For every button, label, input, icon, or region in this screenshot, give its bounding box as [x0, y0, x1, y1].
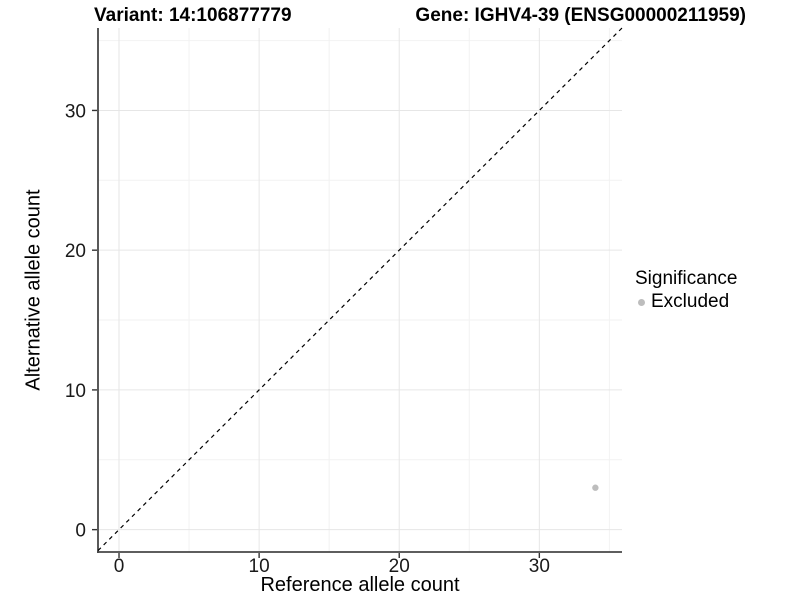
y-axis-title: Alternative allele count	[22, 189, 45, 391]
y-tick-label: 10	[65, 381, 86, 402]
y-tick-label: 20	[65, 241, 86, 262]
legend-item-label: Excluded	[651, 291, 730, 312]
x-tick-label: 10	[249, 556, 270, 577]
x-tick-label: 20	[389, 556, 410, 577]
legend-item-excluded: Excluded	[635, 291, 737, 313]
variant-title: Variant: 14:106877779	[94, 5, 292, 26]
gene-title: Gene: IGHV4-39 (ENSG00000211959)	[415, 5, 746, 26]
x-axis-title: Reference allele count	[260, 574, 460, 596]
data-point	[592, 484, 599, 491]
x-tick-label: 0	[114, 556, 125, 577]
excluded-point-swatch-icon	[638, 298, 645, 306]
x-tick-label: 30	[529, 556, 550, 577]
identity-dashed-line	[97, 27, 623, 552]
y-tick-label: 30	[65, 101, 86, 122]
y-tick-label: 0	[75, 521, 86, 542]
legend-title: Significance	[635, 268, 738, 289]
legend: Significance Excluded	[635, 268, 737, 313]
